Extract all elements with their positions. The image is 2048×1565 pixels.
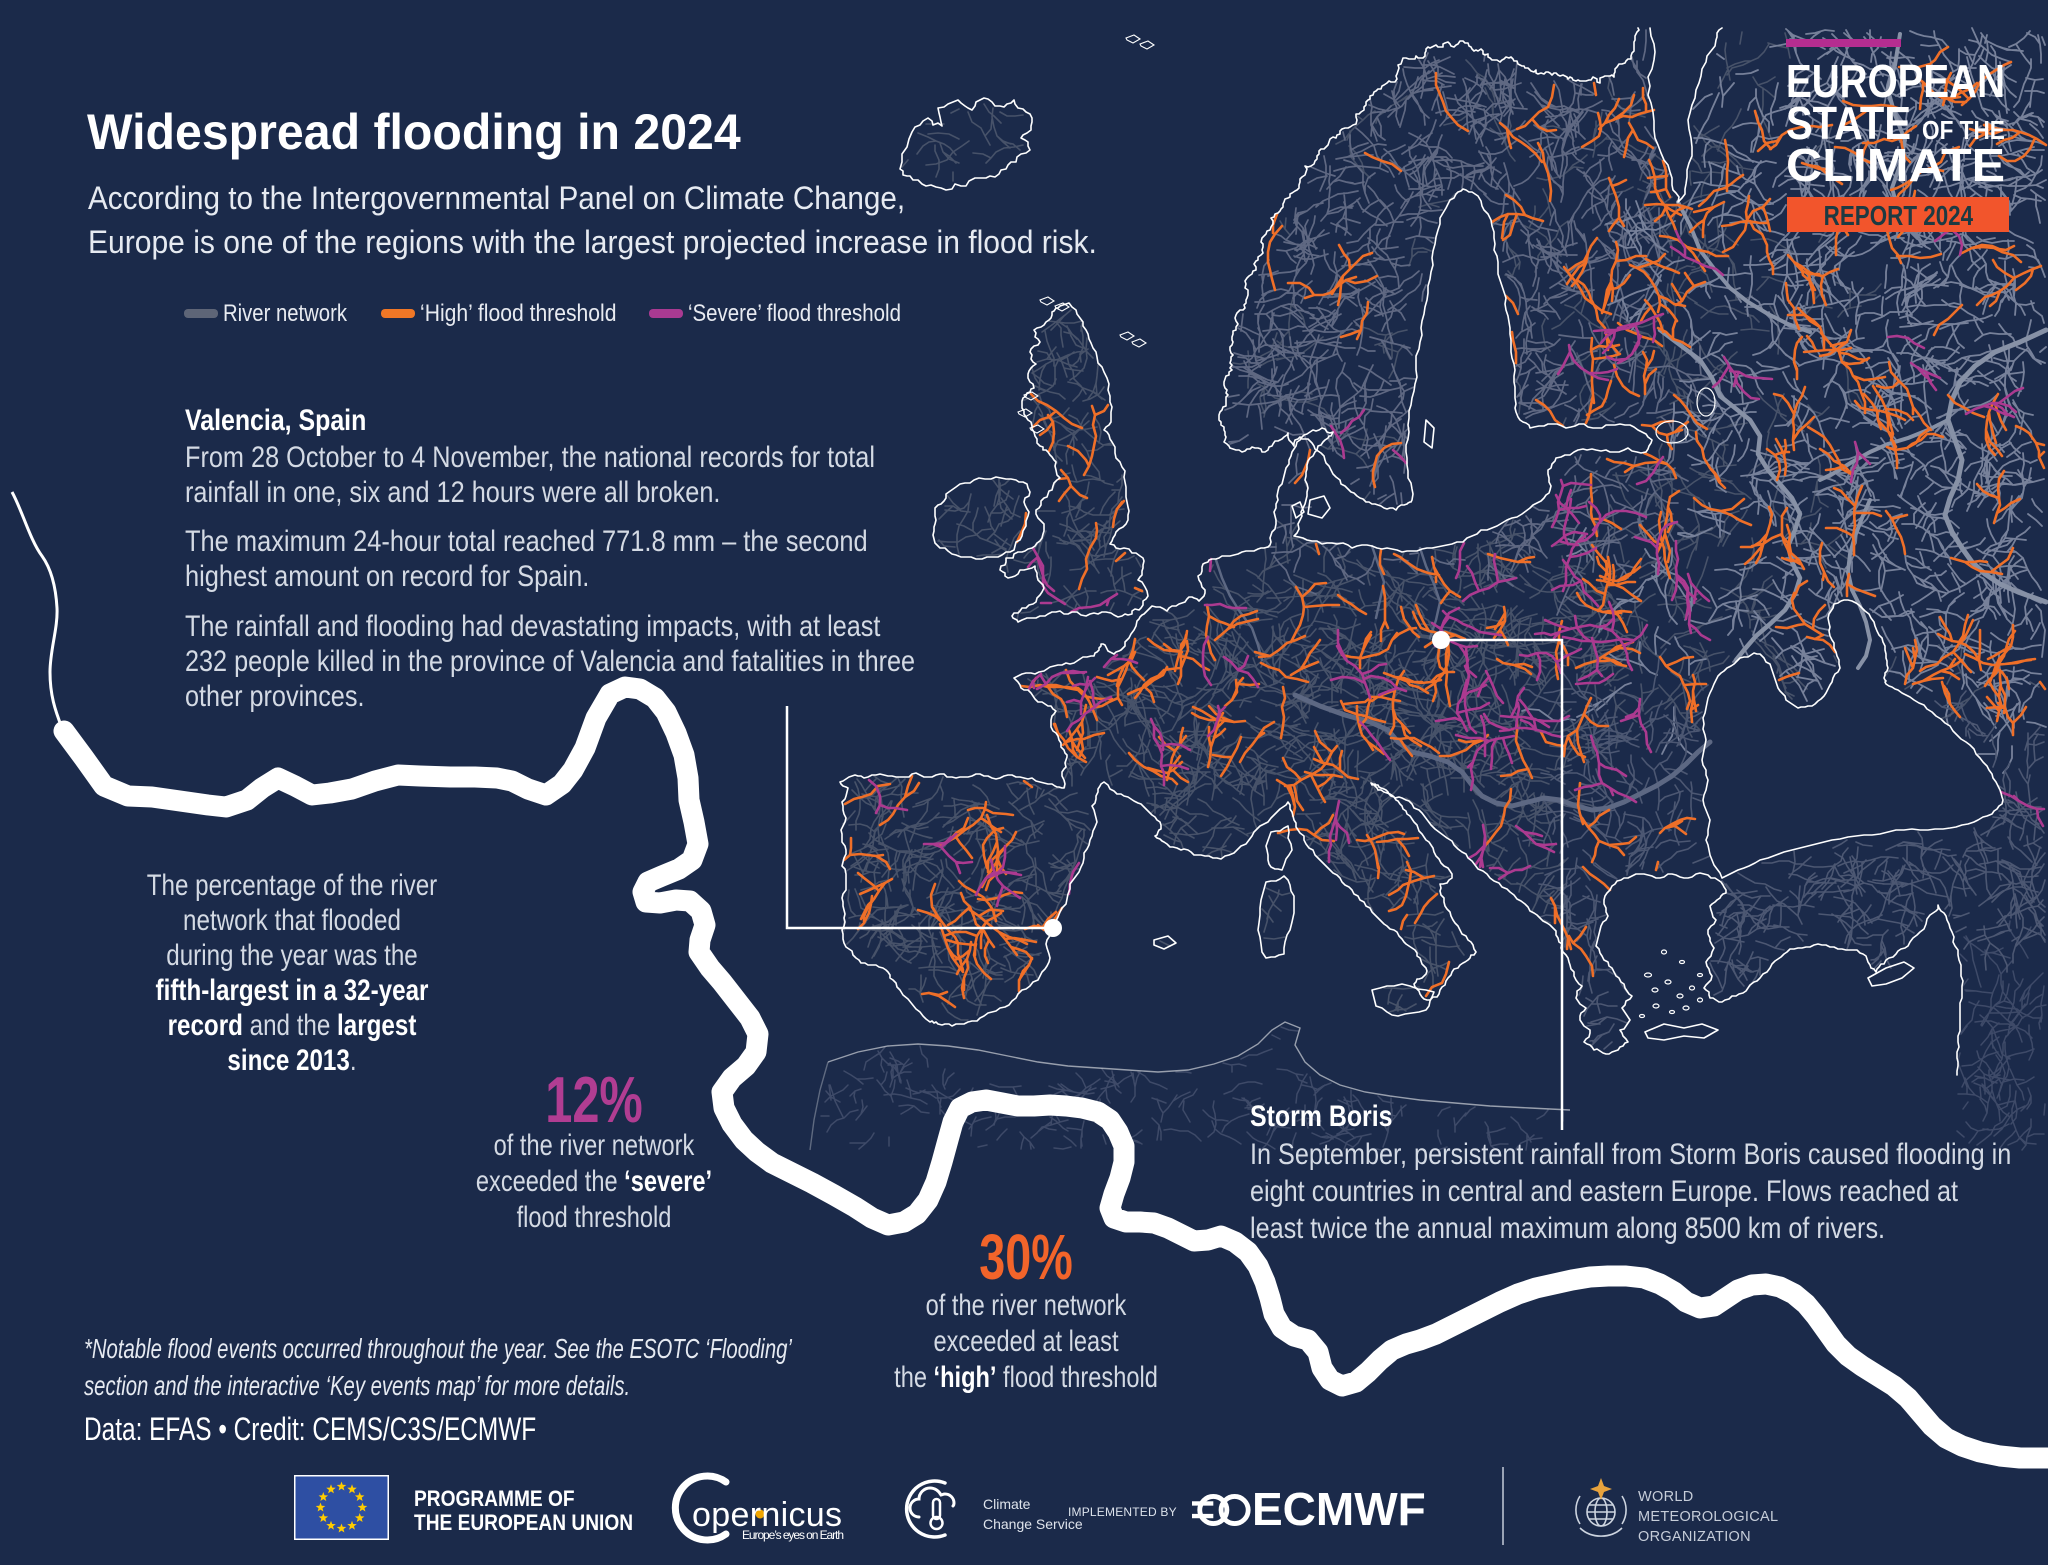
svg-text:Change Service: Change Service (983, 1516, 1083, 1532)
svg-text:opernicus: opernicus (692, 1496, 842, 1534)
svg-text:Climate: Climate (983, 1496, 1031, 1512)
svg-text:Europe’s eyes on Earth: Europe’s eyes on Earth (742, 1528, 844, 1542)
